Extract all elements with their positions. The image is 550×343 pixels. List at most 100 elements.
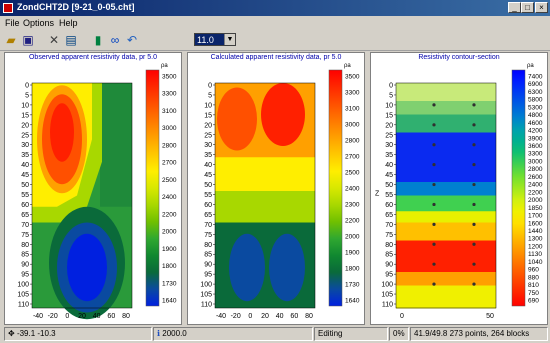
save-disk-icon[interactable]: ▣ bbox=[22, 33, 34, 47]
sample-point bbox=[472, 262, 476, 266]
scale-label: 2700 bbox=[162, 160, 177, 167]
y-tick-label: 45 bbox=[204, 172, 212, 179]
y-tick-label: 85 bbox=[21, 252, 29, 259]
scale-label: 3000 bbox=[528, 158, 543, 165]
y-tick-label: 110 bbox=[18, 302, 29, 309]
y-tick-label: 75 bbox=[204, 232, 212, 239]
y-tick-label: 90 bbox=[385, 262, 393, 269]
contour-section-plot: Z 0 5 10 15 20 25 30 35 40 45 50 55 60 65 70 75 80 85 90 95 1… bbox=[375, 63, 543, 320]
y-tick-label: 90 bbox=[204, 262, 212, 269]
y-tick-label: 65 bbox=[385, 212, 393, 219]
section-band bbox=[396, 132, 496, 183]
menu-options[interactable]: Options bbox=[23, 18, 55, 28]
status-coords-text: -39.1 -10.3 bbox=[16, 329, 56, 338]
y-tick-label: 35 bbox=[385, 152, 393, 159]
scale-unit-label: ρa bbox=[161, 63, 168, 69]
scale-label: 2800 bbox=[345, 138, 360, 145]
y-tick-label: 15 bbox=[204, 112, 212, 119]
sample-point bbox=[472, 103, 476, 107]
x-tick-label: 40 bbox=[276, 313, 284, 320]
scale-label: 4200 bbox=[528, 128, 543, 135]
minimize-button[interactable]: _ bbox=[508, 2, 521, 13]
y-tick-label: 35 bbox=[204, 152, 212, 159]
battery-icon[interactable]: ▮ bbox=[94, 33, 102, 47]
y-tick-label: 25 bbox=[385, 132, 393, 139]
y-tick-label: 80 bbox=[385, 242, 393, 249]
sample-point bbox=[472, 182, 476, 187]
sample-point bbox=[432, 103, 436, 107]
y-tick-label: 95 bbox=[21, 272, 29, 279]
scale-label: 1700 bbox=[528, 213, 543, 220]
observed-resistivity-panel[interactable]: Observed apparent resistivity data, pr 5… bbox=[4, 52, 182, 325]
y-tick-label: 60 bbox=[21, 202, 29, 209]
section-band bbox=[396, 101, 496, 115]
menu-file[interactable]: File bbox=[5, 18, 20, 28]
scale-label: 4600 bbox=[528, 120, 543, 127]
x-tick-label: 50 bbox=[486, 313, 494, 320]
sample-point bbox=[472, 202, 476, 207]
contour-section-panel[interactable]: Resistivity contour-section Z 0 5 10 15 20 25 3… bbox=[370, 52, 548, 325]
sample-point bbox=[432, 123, 436, 127]
x-tick-label: 60 bbox=[107, 313, 115, 320]
x-tick-label: 20 bbox=[261, 313, 269, 320]
undo-icon[interactable]: ↶ bbox=[126, 33, 138, 47]
sample-point bbox=[432, 222, 436, 226]
menu-help[interactable]: Help bbox=[59, 18, 78, 28]
scale-label: 1730 bbox=[345, 282, 360, 289]
status-value-text: 2000.0 bbox=[162, 329, 187, 338]
contour-region bbox=[229, 233, 265, 302]
x-tick-label: -20 bbox=[231, 313, 241, 320]
y-tick-label: 50 bbox=[385, 182, 393, 189]
y-tick-label: 70 bbox=[204, 222, 212, 229]
table-icon[interactable]: ▤ bbox=[65, 33, 77, 47]
scale-label: 1040 bbox=[528, 259, 543, 266]
plot-frame bbox=[31, 82, 133, 309]
scale-label: 4800 bbox=[528, 112, 543, 119]
title-bar: ZondCHT2D [9-21_0-05.cht] _ □ × bbox=[0, 0, 550, 16]
calculated-resistivity-panel[interactable]: Calculated apparent resistivity data, pr… bbox=[187, 52, 365, 325]
app-icon bbox=[3, 3, 13, 13]
y-tick-label: 50 bbox=[204, 182, 212, 189]
maximize-button[interactable]: □ bbox=[521, 2, 534, 13]
calculated-panel-title: Calculated apparent resistivity data, pr… bbox=[210, 54, 342, 61]
binoculars-icon[interactable]: ∞ bbox=[110, 33, 120, 47]
y-tick-label: 60 bbox=[385, 202, 393, 209]
y-tick-label: 10 bbox=[385, 102, 393, 109]
info-icon: ℹ bbox=[157, 329, 163, 338]
tools-icon[interactable]: ✕ bbox=[48, 33, 60, 47]
contour-region bbox=[269, 233, 305, 302]
scale-label: 3000 bbox=[162, 125, 177, 132]
open-folder-icon[interactable]: ▰ bbox=[6, 33, 16, 47]
x-tick-label: 20 bbox=[78, 313, 86, 320]
status-bar: ✥ -39.1 -10.3 ℹ 2000.0 Editing 0% 41.9/4… bbox=[0, 326, 550, 343]
y-tick-label: 25 bbox=[204, 132, 212, 139]
toolbar: ▰ ▣ ✕ ▤ ▮ ∞ ↶ 11.0 ▼ bbox=[0, 30, 550, 51]
x-tick-label: 0 bbox=[400, 313, 404, 320]
scale-label: 1800 bbox=[162, 263, 177, 270]
scale-label: 1900 bbox=[345, 250, 360, 257]
y-tick-label: 50 bbox=[21, 182, 29, 189]
y-tick-label: 30 bbox=[204, 142, 212, 149]
z-axis-label: Z bbox=[375, 191, 380, 198]
status-mode: Editing bbox=[314, 327, 388, 341]
sample-point bbox=[432, 262, 436, 266]
scale-label: 2600 bbox=[528, 174, 543, 181]
x-tick-label: 0 bbox=[248, 313, 252, 320]
y-tick-label: 35 bbox=[21, 152, 29, 159]
contour-region bbox=[261, 83, 305, 146]
y-tick-label: 70 bbox=[385, 222, 393, 229]
section-band bbox=[396, 285, 496, 309]
scale-label: 1730 bbox=[162, 280, 177, 287]
x-tick-label: -40 bbox=[33, 313, 43, 320]
scale-label: 2000 bbox=[345, 234, 360, 241]
scale-label: 3500 bbox=[162, 74, 177, 81]
chevron-down-icon[interactable]: ▼ bbox=[224, 34, 235, 45]
y-tick-label: 0 bbox=[25, 83, 29, 90]
x-tick-label: 40 bbox=[93, 313, 101, 320]
y-tick-label: 30 bbox=[385, 142, 393, 149]
scale-label: 2300 bbox=[345, 202, 360, 209]
scale-combo[interactable]: 11.0 ▼ bbox=[194, 33, 236, 46]
crosshair-icon: ✥ bbox=[8, 329, 17, 338]
close-button[interactable]: × bbox=[535, 2, 548, 13]
y-tick-label: 20 bbox=[21, 122, 29, 129]
